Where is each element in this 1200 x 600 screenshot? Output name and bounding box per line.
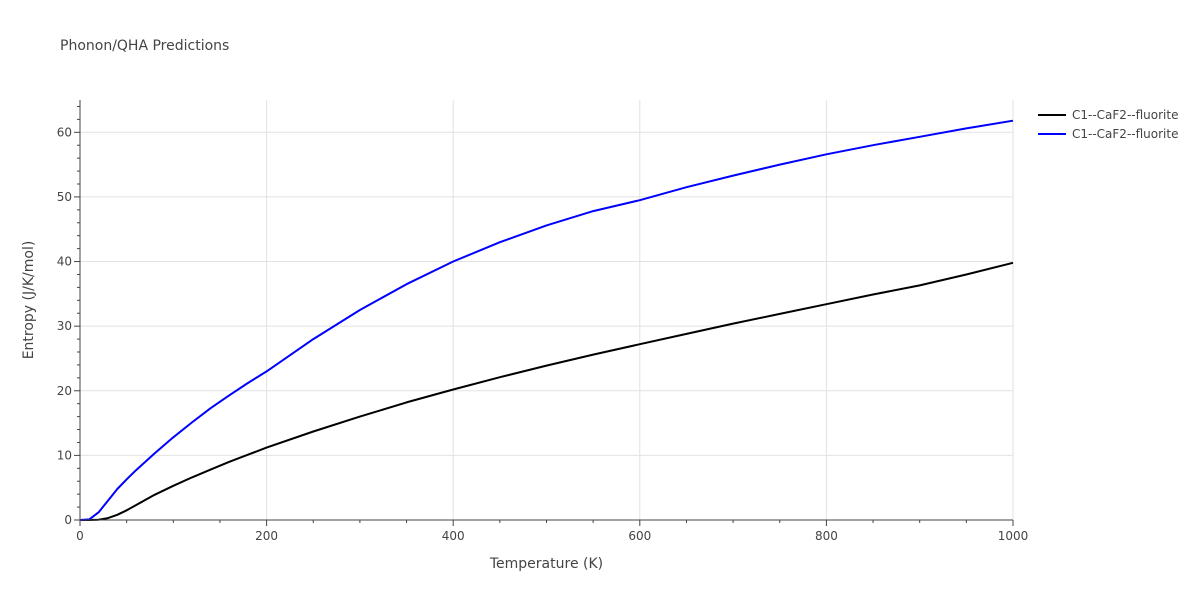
chart-title: Phonon/QHA Predictions (60, 38, 229, 54)
series-line-0[interactable] (80, 261, 1014, 521)
y-tick-label: 60 (57, 125, 72, 139)
x-tick-label: 800 (815, 529, 838, 543)
y-tick-label: 30 (57, 319, 72, 333)
series-line-1[interactable] (79, 119, 1014, 521)
series-layer (79, 119, 1014, 521)
y-tick-label: 20 (57, 384, 72, 398)
y-axis-title: Entropy (J/K/mol) (21, 241, 37, 360)
legend-label-blue: C1--CaF2--fluorite (1072, 127, 1178, 141)
legend[interactable]: C1--CaF2--fluorite C1--CaF2--fluorite (1038, 108, 1178, 141)
x-tick-label: 200 (255, 529, 278, 543)
x-tick-label: 600 (628, 529, 651, 543)
legend-label-black: C1--CaF2--fluorite (1072, 108, 1178, 122)
y-tick-label: 40 (57, 255, 72, 269)
tick-layer: 0 200 400 600 800 1000 0 10 20 30 40 50 60 (57, 105, 1029, 543)
x-tick-label: 1000 (998, 529, 1029, 543)
x-axis-title: Temperature (K) (489, 556, 603, 572)
legend-item-blue[interactable]: C1--CaF2--fluorite (1038, 127, 1178, 141)
y-tick-label: 0 (64, 513, 72, 527)
y-tick-label: 50 (57, 190, 72, 204)
y-tick-label: 10 (57, 448, 72, 462)
legend-item-black[interactable]: C1--CaF2--fluorite (1038, 108, 1178, 122)
axes-layer (79, 100, 1013, 521)
x-tick-label: 400 (442, 529, 465, 543)
grid-layer (80, 100, 1014, 520)
x-tick-label: 0 (76, 529, 84, 543)
